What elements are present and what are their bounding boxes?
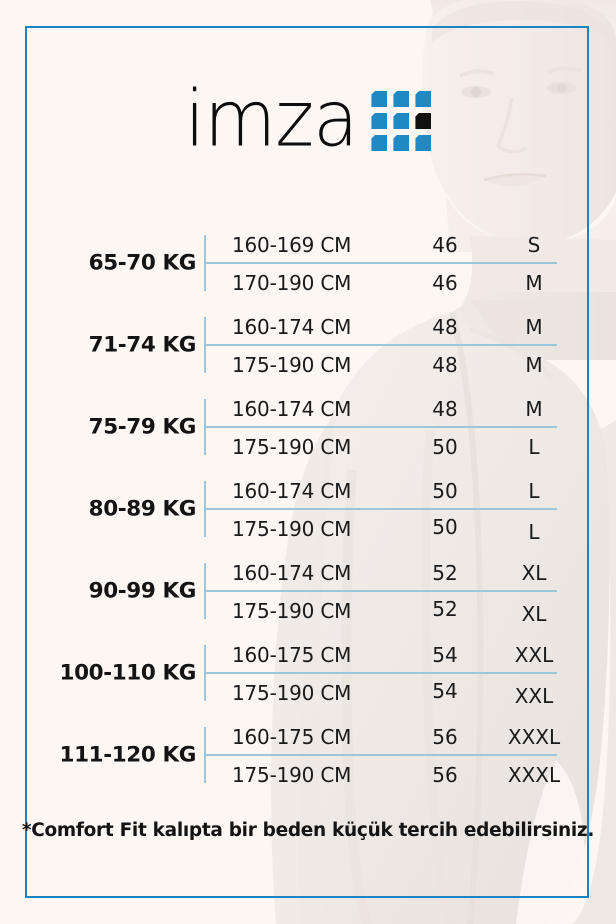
table-row: 80-89 KG 160-174 CM 50 L 175-190 CM 50 L <box>0 468 616 550</box>
height-range-value: 175-190 CM <box>232 517 352 541</box>
weight-range-label: 71-74 KG <box>88 332 197 358</box>
height-range-value: 175-190 CM <box>232 681 352 705</box>
letter-size-value: M <box>525 353 543 377</box>
size-sub-row: 160-175 CM 54 XXL <box>204 638 616 672</box>
letter-size-value: M <box>525 315 543 339</box>
numeric-size-value: 48 <box>432 397 458 421</box>
numeric-size-value: 46 <box>432 233 458 257</box>
letter-size-value: M <box>525 271 543 295</box>
letter-size-value: L <box>528 435 540 459</box>
row-horizontal-divider <box>204 754 557 756</box>
height-range-value: 175-190 CM <box>232 763 352 787</box>
size-sub-row: 175-190 CM 50 L <box>204 512 616 546</box>
letter-size-value: XXXL <box>507 763 561 787</box>
height-range-value: 175-190 CM <box>232 599 352 623</box>
height-range-value: 175-190 CM <box>232 435 352 459</box>
size-sub-row: 160-174 CM 48 M <box>204 392 616 426</box>
row-horizontal-divider <box>204 426 557 428</box>
letter-size-value: L <box>528 479 540 503</box>
letter-size-value: XL <box>521 561 547 585</box>
numeric-size-value: 50 <box>432 435 458 459</box>
table-row: 75-79 KG 160-174 CM 48 M 175-190 CM 50 L <box>0 386 616 468</box>
height-range-value: 160-175 CM <box>232 643 352 667</box>
size-sub-row: 175-190 CM 52 XL <box>204 594 616 628</box>
logo-square <box>393 113 410 129</box>
numeric-size-value: 54 <box>432 678 458 703</box>
weight-range-label: 100-110 KG <box>59 660 197 686</box>
weight-range-label: 90-99 KG <box>88 578 197 604</box>
row-horizontal-divider <box>204 344 557 346</box>
height-range-value: 160-174 CM <box>232 561 352 585</box>
logo-square <box>371 113 388 129</box>
size-sub-row: 175-190 CM 56 XXXL <box>204 758 616 792</box>
height-range-value: 160-174 CM <box>232 315 352 339</box>
logo-square <box>371 91 388 107</box>
logo-square <box>371 135 388 151</box>
size-sub-row: 160-169 CM 46 S <box>204 228 616 262</box>
letter-size-value: XXXL <box>507 725 561 749</box>
logo-dot-grid-icon <box>371 91 432 151</box>
size-sub-row: 175-190 CM 54 XXL <box>204 676 616 710</box>
letter-size-value: S <box>527 233 541 257</box>
numeric-size-value: 54 <box>432 643 458 667</box>
numeric-size-value: 56 <box>432 763 458 787</box>
size-sub-row: 160-175 CM 56 XXXL <box>204 720 616 754</box>
height-range-value: 160-175 CM <box>232 725 352 749</box>
size-sub-row: 175-190 CM 48 M <box>204 348 616 382</box>
table-row: 90-99 KG 160-174 CM 52 XL 175-190 CM 52 XL <box>0 550 616 632</box>
size-sub-row: 160-174 CM 50 L <box>204 474 616 508</box>
logo-square <box>393 135 410 151</box>
numeric-size-value: 48 <box>432 353 458 377</box>
height-range-value: 160-174 CM <box>232 397 352 421</box>
numeric-size-value: 56 <box>432 725 458 749</box>
letter-size-value: XXL <box>514 683 554 708</box>
height-range-value: 175-190 CM <box>232 353 352 377</box>
numeric-size-value: 52 <box>432 561 458 585</box>
weight-range-label: 80-89 KG <box>88 496 197 522</box>
size-sub-row: 175-190 CM 50 L <box>204 430 616 464</box>
logo-square <box>415 91 432 107</box>
size-sub-row: 160-174 CM 52 XL <box>204 556 616 590</box>
height-range-value: 160-169 CM <box>232 233 352 257</box>
logo-square <box>393 91 410 107</box>
row-horizontal-divider <box>204 590 557 592</box>
numeric-size-value: 48 <box>432 315 458 339</box>
letter-size-value: L <box>528 519 540 544</box>
comfort-fit-footnote: *Comfort Fit kalıpta bir beden küçük ter… <box>21 820 595 841</box>
weight-range-label: 75-79 KG <box>88 414 197 440</box>
size-chart-table: 65-70 KG 160-169 CM 46 S 170-190 CM 46 M 71-74 … <box>0 222 616 796</box>
numeric-size-value: 50 <box>432 479 458 503</box>
table-row: 65-70 KG 160-169 CM 46 S 170-190 CM 46 M <box>0 222 616 304</box>
table-row: 100-110 KG 160-175 CM 54 XXL 175-190 CM 54 XXL <box>0 632 616 714</box>
row-horizontal-divider <box>204 262 557 264</box>
size-sub-row: 160-174 CM 48 M <box>204 310 616 344</box>
table-row: 71-74 KG 160-174 CM 48 M 175-190 CM 48 M <box>0 304 616 386</box>
row-horizontal-divider <box>204 508 557 510</box>
letter-size-value: M <box>525 397 543 421</box>
brand-wordmark: imza <box>184 73 359 165</box>
height-range-value: 160-174 CM <box>232 479 352 503</box>
decorative-blue-frame <box>25 26 589 898</box>
numeric-size-value: 50 <box>432 514 458 539</box>
weight-range-label: 65-70 KG <box>88 250 197 276</box>
logo-square <box>415 135 432 151</box>
logo-square-dark <box>415 113 432 129</box>
numeric-size-value: 52 <box>432 596 458 621</box>
height-range-value: 170-190 CM <box>232 271 352 295</box>
letter-size-value: XL <box>521 601 547 626</box>
brand-logo: imza <box>0 73 616 165</box>
size-sub-row: 170-190 CM 46 M <box>204 266 616 300</box>
row-horizontal-divider <box>204 672 557 674</box>
numeric-size-value: 46 <box>432 271 458 295</box>
weight-range-label: 111-120 KG <box>59 742 197 768</box>
table-row: 111-120 KG 160-175 CM 56 XXXL 175-190 CM 56 XX… <box>0 714 616 796</box>
letter-size-value: XXL <box>514 643 554 667</box>
